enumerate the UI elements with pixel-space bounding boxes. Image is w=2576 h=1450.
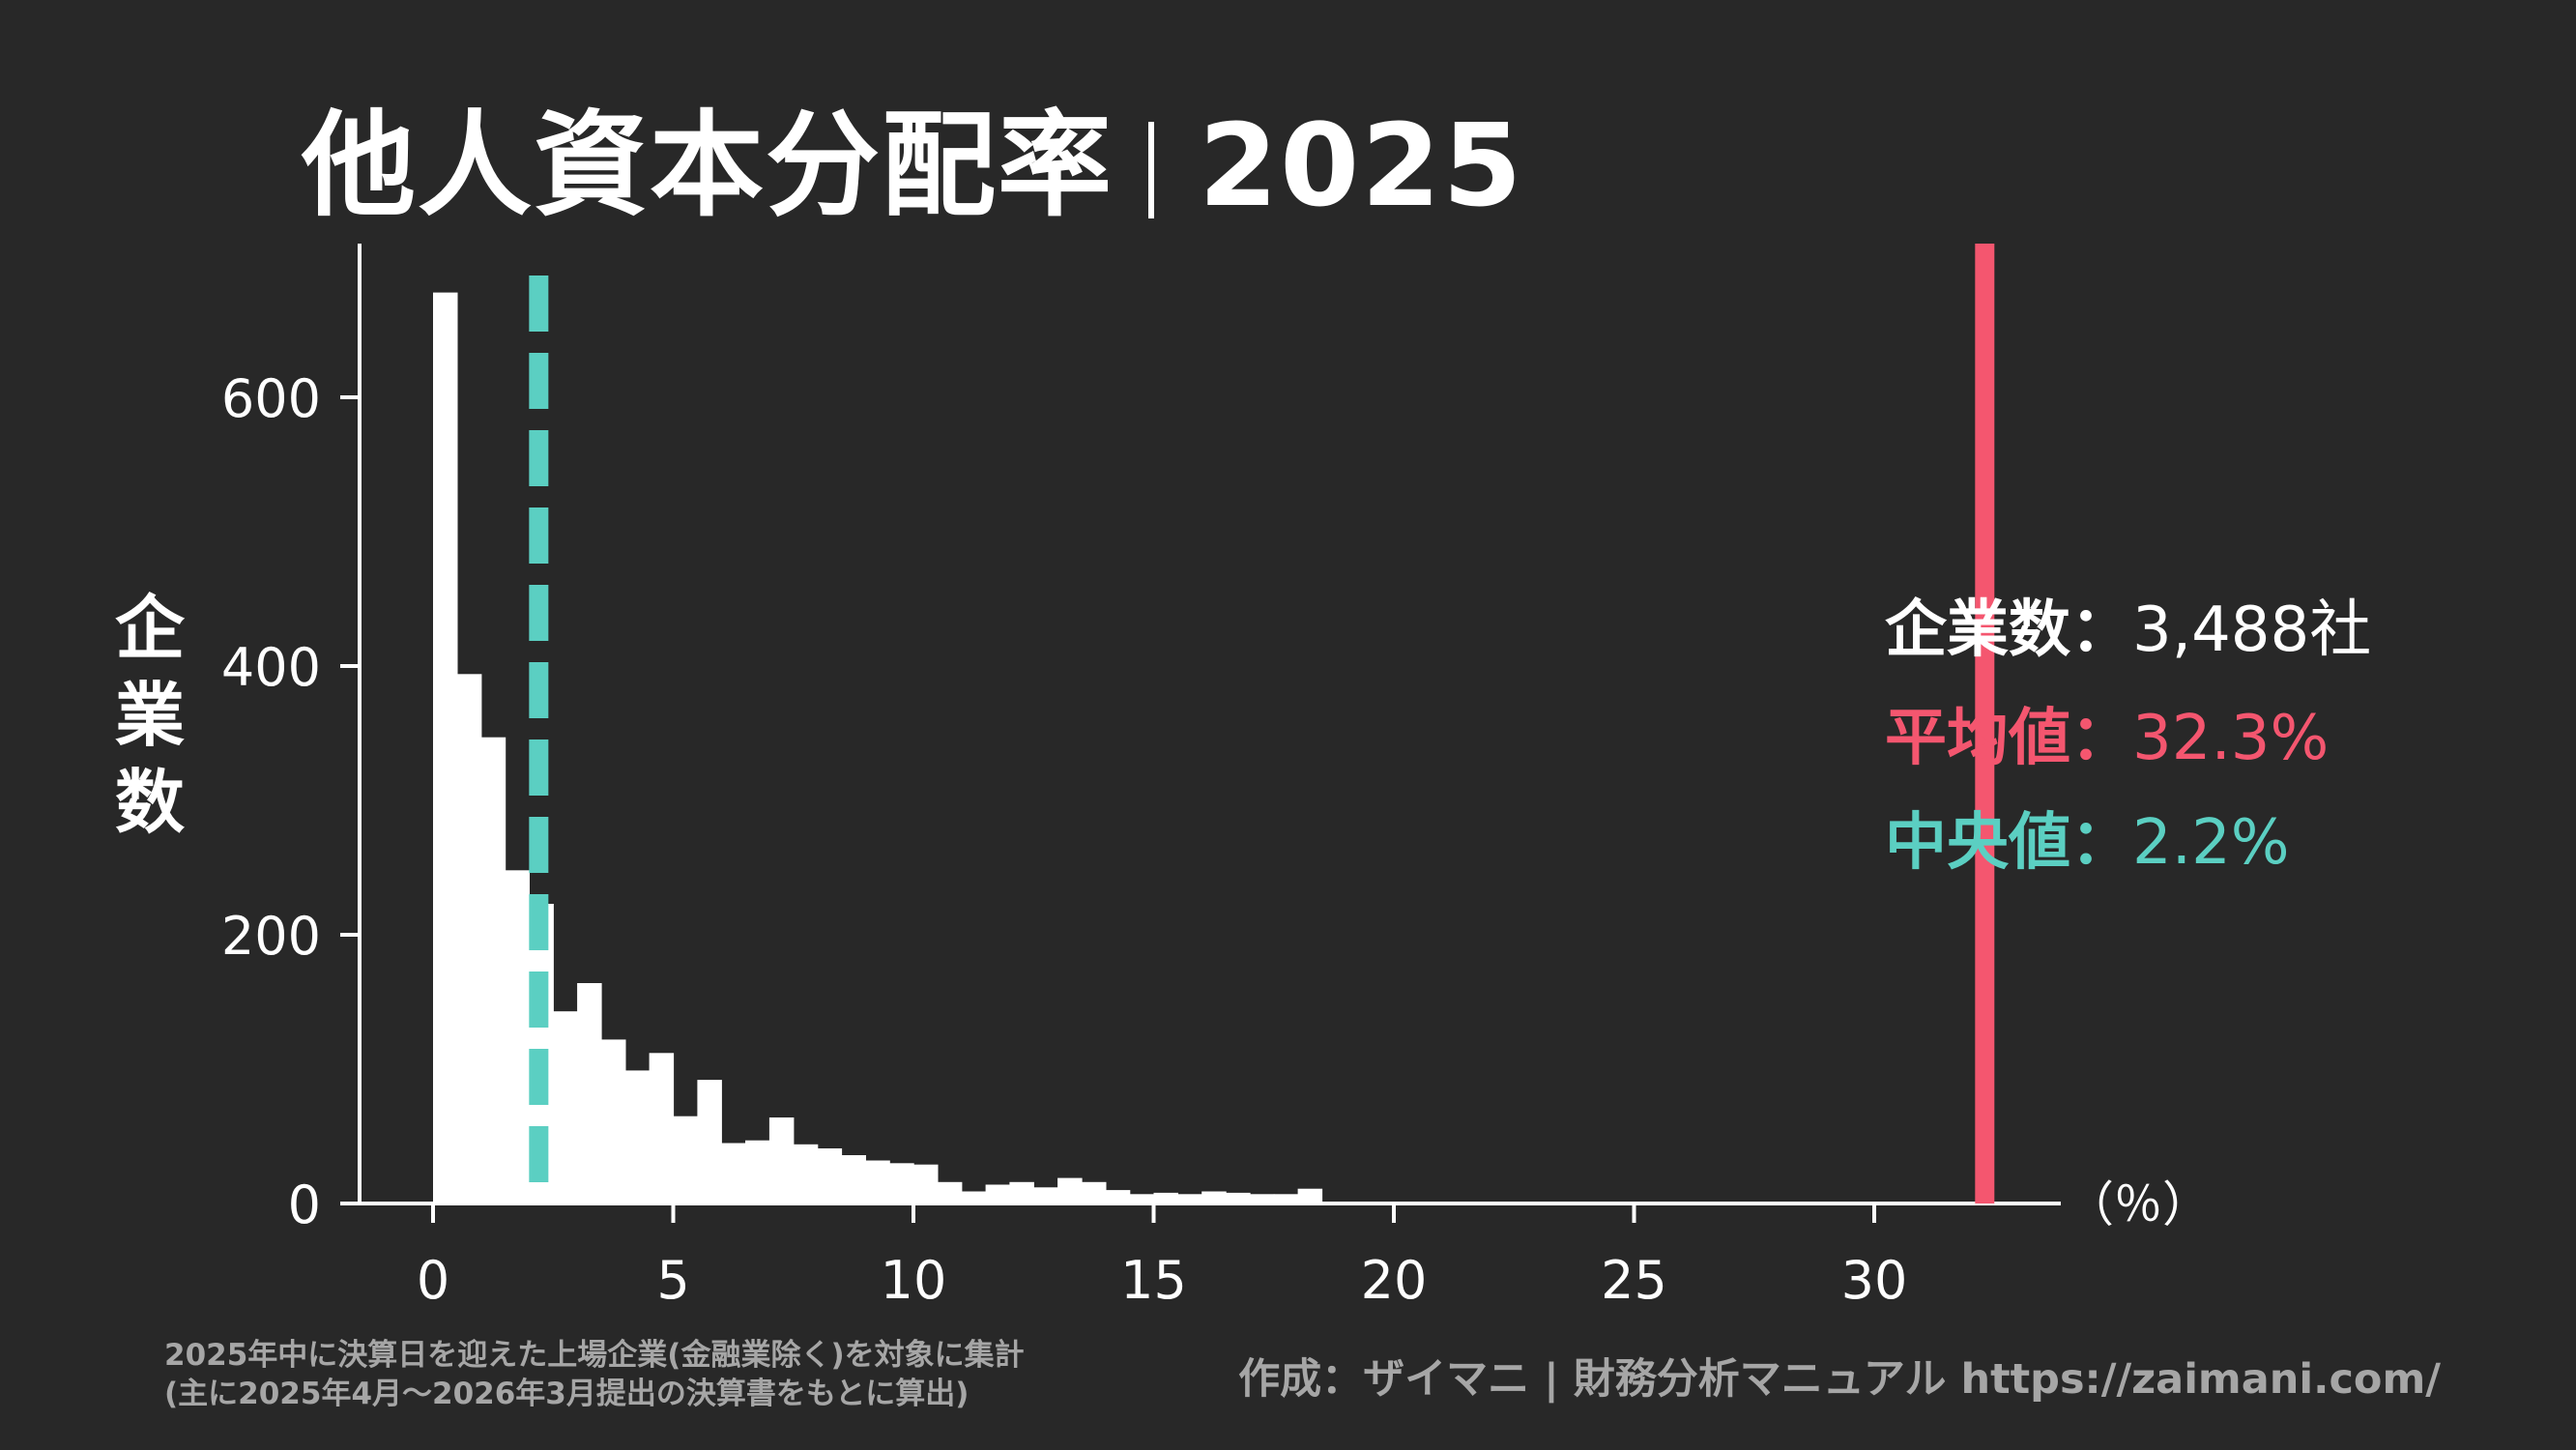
x-tick-label: 15 (1120, 1250, 1187, 1311)
histogram-bar (577, 983, 602, 1204)
histogram-bar (1177, 1194, 1202, 1204)
chart-title: 他人資本分配率 2025 (302, 72, 1523, 238)
histogram-bar (1129, 1194, 1155, 1204)
histogram-bar (505, 870, 530, 1204)
y-axis-label: 企業数 (106, 585, 193, 846)
histogram-bar (937, 1181, 963, 1204)
histogram-bar (553, 1011, 578, 1204)
histogram-bar (1201, 1191, 1227, 1204)
histogram-bar (1009, 1181, 1034, 1204)
y-axis-label-char: 数 (114, 762, 185, 843)
mean-info: 平均値：32.3% (1885, 688, 2329, 777)
x-tick-label: 20 (1361, 1250, 1428, 1311)
x-tick-label: 5 (656, 1250, 689, 1311)
histogram-bar (456, 674, 482, 1204)
footnote-line-1: 2025年中に決算日を迎えた上場企業(金融業除く)を対象に集計 (164, 1338, 1025, 1373)
x-tick-label: 30 (1841, 1250, 1908, 1311)
title-year: 2025 (1199, 99, 1524, 232)
histogram-bar (841, 1155, 866, 1204)
y-tick-label: 400 (221, 637, 321, 698)
title-main: 他人資本分配率 (302, 99, 1114, 232)
x-tick-label: 0 (417, 1250, 449, 1311)
y-axis-label-char: 業 (114, 675, 185, 756)
histogram-bar (985, 1184, 1011, 1204)
histogram-bar (913, 1164, 939, 1204)
histogram-bar (961, 1191, 987, 1204)
mean-value: 32.3% (2132, 703, 2330, 774)
company-count-value: 3,488社 (2132, 594, 2372, 666)
histogram-bar (1105, 1190, 1131, 1204)
histogram-bar (793, 1144, 819, 1204)
histogram-bar (673, 1116, 698, 1204)
histogram-bar (1057, 1177, 1083, 1204)
footnote: 2025年中に決算日を迎えた上場企業(金融業除く)を対象に集計 (主に2025年… (164, 1336, 1025, 1413)
footnote-line-2: (主に2025年4月〜2026年3月提出の決算書をもとに算出) (164, 1377, 970, 1411)
x-tick-label: 10 (881, 1250, 947, 1311)
histogram-bar (1297, 1188, 1323, 1204)
histogram-bar (1226, 1192, 1251, 1204)
x-tick-label: 25 (1601, 1250, 1667, 1311)
y-tick-label: 600 (221, 368, 321, 429)
histogram-bar (1033, 1187, 1058, 1204)
mean-label: 平均値： (1885, 703, 2132, 774)
histogram-bar (480, 737, 507, 1204)
y-tick-label: 0 (288, 1174, 321, 1235)
histogram-bar (817, 1148, 843, 1204)
histogram-bar (649, 1053, 675, 1204)
median-info: 中央値：2.2% (1885, 793, 2290, 882)
company-count-info: 企業数：3,488社 (1885, 580, 2371, 669)
median-value: 2.2% (2132, 807, 2290, 879)
histogram-bar (624, 1070, 651, 1204)
histogram-bar (601, 1039, 626, 1204)
histogram-bar (745, 1140, 770, 1204)
title-separator (1148, 122, 1155, 218)
histogram-bar (1153, 1192, 1178, 1204)
credit: 作成：ザイマニ | 財務分析マニュアル https://zaimani.com/ (1238, 1355, 2441, 1404)
histogram-bar (1273, 1194, 1299, 1204)
histogram-bar (721, 1143, 746, 1204)
histogram-bar (1082, 1181, 1107, 1204)
median-label: 中央値： (1885, 807, 2132, 879)
histogram-bar (768, 1117, 795, 1204)
y-axis-label-char: 企 (114, 588, 185, 669)
histogram-bar (889, 1163, 914, 1204)
x-axis-unit-label: （％） (2066, 1176, 2211, 1232)
histogram-bar (697, 1080, 722, 1204)
histogram-bar (865, 1160, 890, 1204)
histogram-bar (433, 292, 458, 1204)
histogram-bar (1249, 1194, 1275, 1204)
company-count-label: 企業数： (1885, 594, 2132, 666)
y-tick-label: 200 (221, 906, 321, 967)
